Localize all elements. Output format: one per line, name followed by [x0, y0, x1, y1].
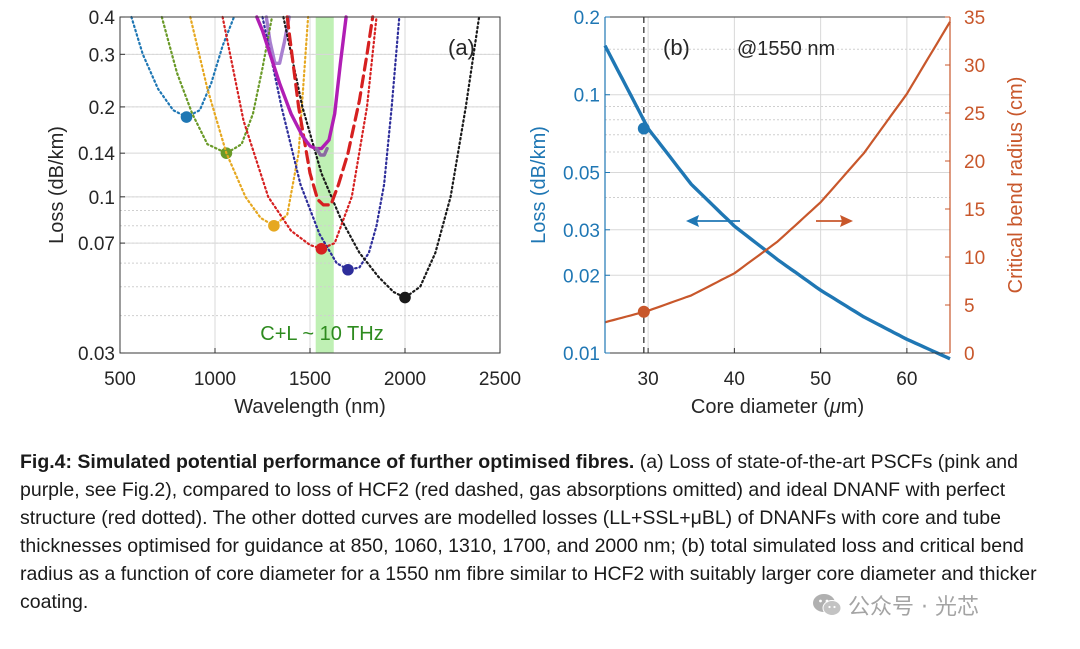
- y2-tick-label: 30: [964, 56, 985, 77]
- y-tick-label: 0.2: [574, 8, 600, 29]
- x-axis-title-a: Wavelength (nm): [234, 396, 386, 418]
- y-axis-title-a: Loss (dB/km): [46, 126, 68, 244]
- y2-tick-label: 0: [964, 344, 975, 365]
- x-tick-label: 50: [810, 369, 831, 390]
- panel-a-label: (a): [448, 35, 475, 60]
- series-dnanf-1060-nm: [160, 15, 274, 155]
- series-dnanf-1700-nm: [261, 15, 401, 271]
- y2-tick-label: 25: [964, 104, 985, 125]
- series-pscf-purple-: [264, 15, 291, 65]
- y2-tick-label: 10: [964, 248, 985, 269]
- y2-axis-title-b: Critical bend radius (cm): [1005, 77, 1027, 294]
- y2-tick-label: 20: [964, 152, 985, 173]
- y-tick-label: 0.02: [563, 266, 600, 287]
- series-loss: [603, 44, 951, 361]
- y2-tick-label: 15: [964, 200, 985, 221]
- y-tick-label: 0.01: [563, 344, 600, 365]
- y-tick-label: 0.4: [89, 8, 116, 29]
- series-critical-bend-radius: [604, 21, 951, 324]
- x-tick-label: 1500: [289, 369, 331, 390]
- cl-band: [315, 17, 334, 353]
- y2-tick-label: 35: [964, 8, 985, 29]
- series-pscf-pink-: [255, 15, 348, 151]
- y-tick-label: 0.3: [89, 45, 115, 66]
- figure-caption: Fig.4: Simulated potential performance o…: [20, 448, 1065, 616]
- x-tick-label: 2500: [479, 369, 521, 390]
- y-axis-title-b: Loss (dB/km): [528, 126, 550, 244]
- x-tick-label: 500: [104, 369, 136, 390]
- y2-tick-label: 5: [964, 296, 975, 317]
- watermark: 公众号 · 光芯: [812, 590, 979, 620]
- marker-ideal-dnanf: [315, 242, 328, 255]
- x-tick-label: 30: [638, 369, 659, 390]
- series-dnanf-850-nm: [130, 15, 236, 119]
- y-tick-label: 0.03: [78, 344, 115, 365]
- y-tick-label: 0.07: [78, 234, 115, 255]
- series-dnanf-1310-nm: [189, 15, 310, 227]
- x-tick-label: 40: [724, 369, 745, 390]
- x-tick-label: 1000: [194, 369, 236, 390]
- panel-b-label: (b): [663, 35, 690, 60]
- arrow-left-head: [686, 215, 699, 227]
- watermark-text: 公众号 · 光芯: [848, 595, 979, 620]
- caption-text: (a) Loss of state-of-the-art PSCFs (pink…: [20, 451, 1037, 613]
- series-pscf-purple-lower: [314, 146, 329, 157]
- panel-a: 500 1000 1500 2000 2500 0.03 0.07 0.1 0.14 0.2 0.3…: [46, 8, 521, 418]
- series-ideal-dnanf: [221, 15, 378, 250]
- x-axis-title-b: Core diameter (μm): [691, 396, 864, 418]
- marker-dnanf-1310-nm: [268, 219, 280, 232]
- y-tick-label: 0.03: [563, 221, 600, 242]
- x-tick-label: 2000: [384, 369, 426, 390]
- marker-dnanf-1700-nm: [342, 263, 354, 276]
- marker-dnanf-2000-nm: [399, 291, 411, 304]
- marker-dnanf-850-nm: [180, 111, 193, 123]
- y-tick-label: 0.14: [78, 144, 115, 165]
- marker-critical-bend-radius: [637, 305, 650, 318]
- y-tick-label: 0.2: [89, 98, 115, 119]
- band-label: C+L ~ 10 THz: [260, 323, 383, 345]
- y-tick-label: 0.1: [89, 188, 115, 209]
- wavelength-annotation: @1550 nm: [737, 38, 835, 60]
- x-tick-label: 60: [896, 369, 917, 390]
- marker-loss: [637, 122, 650, 135]
- y-tick-label: 0.1: [574, 86, 600, 107]
- wechat-icon: [813, 594, 842, 616]
- y-tick-label: 0.05: [563, 163, 600, 184]
- figure: 500 1000 1500 2000 25000.030.070.10.140.20.3…: [46, 8, 1027, 418]
- caption-title: Fig.4: Simulated potential performance o…: [20, 451, 635, 473]
- arrow-right-head: [840, 215, 853, 227]
- panel-b: 30 40 50 60 0.01 0.02 0.03 0.05 0.1 0.2 0 5 10 15 20 25…: [528, 8, 1027, 418]
- series-hcf2: [285, 15, 375, 207]
- series-dnanf-2000-nm: [282, 15, 481, 299]
